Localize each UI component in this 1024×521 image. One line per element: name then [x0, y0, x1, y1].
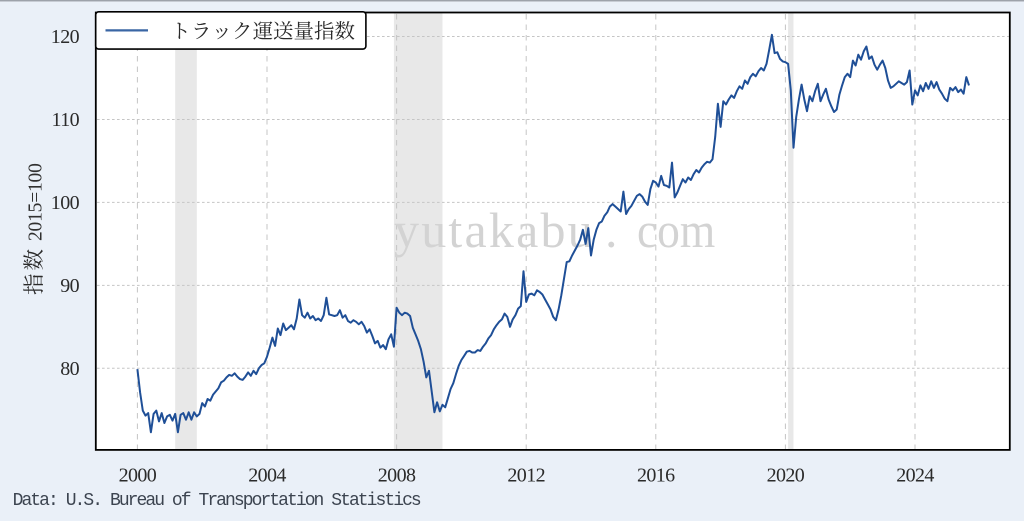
svg-text:.: . [605, 202, 618, 258]
svg-text:100: 100 [51, 192, 80, 214]
svg-text:2024: 2024 [896, 464, 934, 486]
svg-text:Data: U.S. Bureau of Transport: Data: U.S. Bureau of Transportation Stat… [13, 491, 421, 511]
svg-text:2016: 2016 [637, 464, 675, 486]
svg-text:90: 90 [60, 275, 79, 297]
svg-text:110: 110 [52, 109, 80, 131]
svg-text:2012: 2012 [507, 464, 545, 486]
svg-text:80: 80 [60, 358, 79, 380]
svg-text:2000: 2000 [119, 464, 157, 486]
svg-text:2015=100: 2015=100 [25, 163, 46, 241]
svg-text:2020: 2020 [767, 464, 805, 486]
svg-text:2008: 2008 [378, 464, 416, 486]
svg-text:yutakabu: yutakabu [394, 202, 595, 258]
svg-text:120: 120 [51, 26, 80, 48]
svg-text:2004: 2004 [248, 464, 286, 486]
svg-text:com: com [637, 202, 715, 258]
